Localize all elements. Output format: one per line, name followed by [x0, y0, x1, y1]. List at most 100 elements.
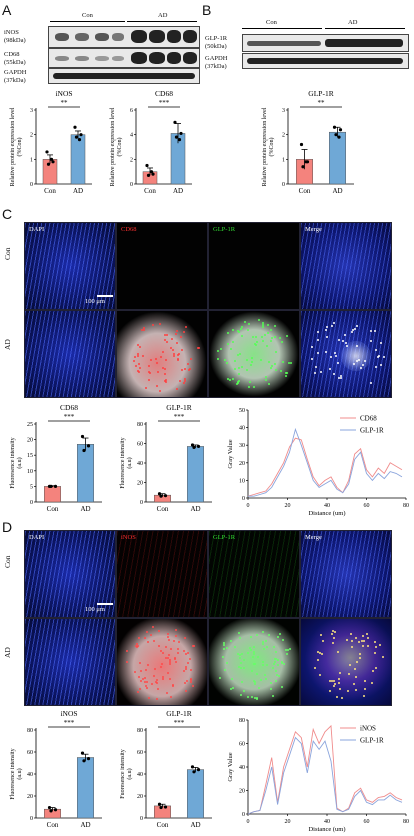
signal-speck: [249, 635, 252, 638]
y-axis-label: (a.u): [16, 457, 23, 468]
signal-speck: [262, 660, 265, 663]
signal-speck: [356, 324, 359, 327]
data-point: [146, 173, 151, 177]
signal-speck: [150, 682, 153, 685]
signal-speck: [373, 330, 376, 333]
x-tick-label: AD: [332, 187, 342, 195]
blot-b-group-ad: AD: [348, 19, 358, 26]
data-point: [190, 443, 195, 447]
chart-c-cd68: CD68*** 0 5 10 15 20 25 Fluoresence intensity (a…: [10, 403, 102, 513]
signal-speck: [175, 341, 178, 344]
signal-speck: [359, 653, 362, 656]
chart-title: CD68: [60, 403, 78, 412]
signal-speck: [137, 644, 140, 647]
signal-speck: [167, 638, 170, 641]
signal-speck: [358, 359, 361, 362]
signal-speck: [237, 665, 240, 668]
signal-speck: [359, 366, 362, 369]
y-tick-label: 3: [30, 108, 33, 114]
western-blot-b: Con AD GLP-1R (50kDa) GAPDH (37kDa): [202, 0, 414, 70]
signal-speck: [162, 366, 165, 369]
signal-speck: [256, 341, 259, 344]
signal-speck: [276, 636, 279, 639]
signal-speck: [278, 674, 281, 677]
data-point: [157, 492, 162, 496]
micrograph-d-con-inos: iNOS: [116, 530, 208, 618]
signal-speck: [154, 358, 157, 361]
x-axis-label: Distance (um): [308, 510, 345, 517]
data-point: [179, 131, 183, 136]
signal-speck: [185, 680, 188, 683]
micrograph-grid-d: Con AD DAPI 100 μm iNOS GLP-1R Merge: [0, 530, 414, 706]
signal-speck: [164, 339, 167, 342]
micro-c-row-label: AD: [3, 339, 12, 350]
y-tick-label: 60: [137, 750, 143, 756]
y-tick-label: 25: [27, 422, 33, 428]
y-axis-label: (a.u): [126, 457, 133, 468]
signal-speck: [145, 680, 148, 683]
signal-speck: [246, 368, 249, 371]
signal-speck: [332, 637, 335, 640]
data-point: [159, 805, 163, 810]
micro-d-channel-label: GLP-1R: [213, 534, 236, 541]
signal-speck: [136, 354, 139, 357]
signal-speck: [285, 372, 288, 375]
series-line: [248, 427, 403, 497]
signal-speck: [239, 636, 242, 639]
y-tick-label: 0: [242, 812, 245, 818]
micro-d-row-label: Con: [3, 555, 12, 568]
signal-speck: [265, 379, 268, 382]
micrograph-c-ad-merge: [300, 310, 392, 398]
signal-speck: [264, 333, 267, 336]
signal-speck: [133, 356, 136, 359]
signal-speck: [281, 685, 284, 688]
x-tick-label: AD: [190, 821, 200, 829]
signal-speck: [337, 677, 340, 680]
signal-speck: [225, 646, 228, 649]
signal-speck: [355, 345, 358, 348]
data-point: [73, 125, 77, 129]
signal-speck: [251, 669, 254, 672]
micrograph-d-con-merge: Merge: [300, 530, 392, 618]
signal-speck: [158, 389, 161, 392]
signal-speck: [149, 358, 152, 361]
chart-a-cd68: CD68*** 0 2 4 6 Relative protein expression l…: [110, 89, 192, 195]
signal-speck: [137, 371, 140, 374]
signal-speck: [219, 676, 222, 679]
y-tick-label: 80: [27, 728, 33, 734]
series-line: [247, 437, 403, 497]
scale-bar-label: 100 μm: [85, 606, 105, 613]
signal-speck: [158, 630, 161, 633]
y-axis-label: Relative protein expression level: [110, 107, 116, 186]
data-point: [173, 120, 177, 124]
signal-speck: [239, 666, 242, 669]
signal-speck: [250, 648, 253, 651]
signal-speck: [165, 691, 168, 694]
signal-speck: [177, 358, 180, 361]
x-tick-label: Con: [47, 505, 59, 513]
signal-speck: [336, 361, 339, 364]
signal-speck: [349, 664, 352, 667]
y-axis-label: Fuoresence intensity: [120, 749, 126, 799]
signal-speck: [339, 688, 342, 691]
signal-speck: [184, 378, 187, 381]
western-blot-a: Con AD iNOS (98kDa) CD68 (55kDa) GAPDH (…: [0, 0, 200, 84]
signal-speck: [329, 368, 332, 371]
signal-speck: [145, 686, 148, 689]
signal-speck: [183, 670, 186, 673]
micrograph-c-ad-glp1r: [208, 310, 300, 398]
signal-speck: [137, 344, 140, 347]
signal-speck: [230, 640, 233, 643]
signal-speck: [183, 381, 186, 384]
signal-speck: [364, 679, 367, 682]
signal-speck: [141, 328, 144, 331]
signal-speck: [191, 684, 194, 687]
chart-c-glp1r: GLP-1R*** 0 20 40 60 80 Fluoresence intensity(…: [120, 403, 212, 513]
signal-speck: [234, 367, 237, 370]
signal-speck: [148, 364, 151, 367]
y-axis-label: (%Con): [16, 138, 23, 157]
signal-speck: [347, 689, 350, 692]
x-tick-label: 40: [324, 819, 330, 825]
signal-speck: [270, 329, 273, 332]
signal-speck: [141, 355, 144, 358]
